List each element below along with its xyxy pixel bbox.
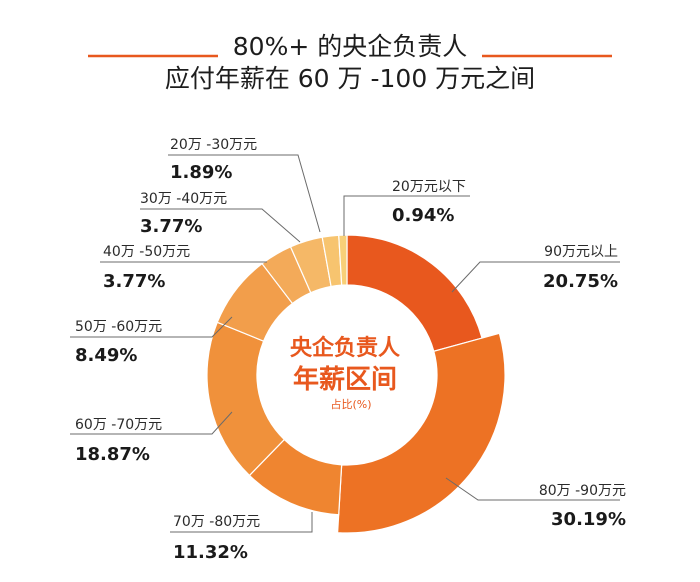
donut-slices	[206, 234, 506, 534]
chart-title: 80%+ 的央企负责人 应付年薪在 60 万 -100 万元之间	[88, 32, 612, 93]
leader-line-60-70	[70, 411, 233, 435]
center-label: 央企负责人 年薪区间 占比(%)	[290, 335, 400, 411]
slice-value-under-20: 0.94%	[392, 205, 454, 226]
leader-line-20-30	[168, 154, 321, 233]
leader-lines	[70, 154, 620, 533]
slice-value-40-50: 3.77%	[103, 271, 165, 292]
slice-label-50-60: 50万 -60万元	[75, 319, 162, 335]
slice-label-60-70: 60万 -70万元	[75, 417, 162, 433]
slice-label-under-20: 20万元以下	[392, 179, 466, 195]
slice-value-60-70: 18.87%	[75, 444, 150, 465]
slice-value-70-80: 11.32%	[173, 542, 248, 563]
leader-line-30-40	[140, 208, 301, 243]
leader-line-70-80	[170, 512, 313, 533]
slice-value-90-plus: 20.75%	[543, 271, 618, 292]
leader-line-under-20	[343, 195, 470, 236]
title-line-2: 应付年薪在 60 万 -100 万元之间	[165, 64, 535, 93]
slice-value-80-90: 30.19%	[551, 509, 626, 530]
leader-line-90-plus	[451, 261, 620, 293]
leader-line-80-90	[445, 477, 620, 501]
center-label-line3: 占比(%)	[330, 397, 371, 411]
center-label-line2: 年薪区间	[293, 364, 397, 395]
donut-slice-0	[346, 234, 483, 352]
slice-value-20-30: 1.89%	[170, 162, 232, 183]
slice-value-30-40: 3.77%	[140, 216, 202, 237]
slice-label-70-80: 70万 -80万元	[173, 514, 260, 530]
title-line-1: 80%+ 的央企负责人	[233, 32, 467, 61]
slice-label-20-30: 20万 -30万元	[170, 137, 257, 153]
slice-label-40-50: 40万 -50万元	[103, 244, 190, 260]
slice-value-50-60: 8.49%	[75, 345, 137, 366]
slice-label-80-90: 80万 -90万元	[539, 483, 626, 499]
donut-slice-8	[338, 234, 348, 286]
slice-labels: 90万元以上 20.75% 80万 -90万元 30.19% 70万 -80万元…	[75, 137, 626, 563]
slice-label-90-plus: 90万元以上	[544, 244, 618, 260]
center-label-line1: 央企负责人	[290, 335, 400, 361]
slice-label-30-40: 30万 -40万元	[140, 191, 227, 207]
donut-slice-1	[336, 332, 506, 534]
leader-line-50-60	[70, 316, 233, 338]
